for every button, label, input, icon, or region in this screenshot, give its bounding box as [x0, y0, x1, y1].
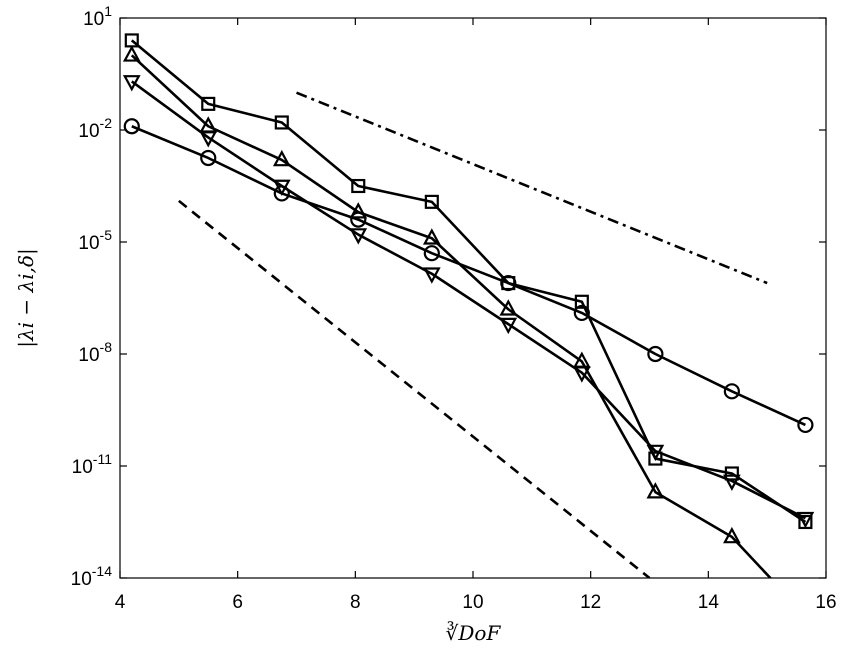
- square-marker: [648, 451, 663, 466]
- x-axis-label: ∛DoF: [446, 621, 502, 645]
- triangle-up-marker: [646, 482, 665, 499]
- axes: 4 6 8 10 12 14 1610110-210-510-810-1110-14∛DoF…: [14, 3, 837, 645]
- triangle-up-marker: [122, 45, 141, 62]
- triangle-up-marker: [272, 149, 291, 167]
- series-line-square: [130, 39, 807, 524]
- triangle-down-marker: [199, 131, 218, 148]
- square-marker: [724, 466, 739, 481]
- square-marker: [201, 96, 216, 111]
- triangle-down-marker: [796, 511, 815, 529]
- triangle-up-marker: [723, 526, 741, 544]
- circle-marker: [647, 345, 664, 363]
- square-marker: [424, 194, 439, 209]
- series-line-circle: [131, 125, 806, 427]
- y-tick-base: 10: [72, 457, 93, 478]
- y-axis-label: |λi − λi,δ|: [14, 248, 39, 348]
- x-tick-label: 14: [698, 592, 720, 613]
- circle-marker: [123, 118, 140, 135]
- triangle-up-marker: [499, 299, 518, 316]
- y-tick-base: 10: [78, 233, 99, 254]
- circle-marker: [723, 383, 740, 400]
- triangle-down-marker: [349, 228, 368, 245]
- x-tick-label: 6: [232, 592, 243, 613]
- triangle-down-marker: [122, 75, 141, 92]
- square-marker: [351, 178, 366, 194]
- series: [122, 33, 815, 578]
- x-tick-label: 12: [580, 592, 601, 613]
- y-tick-exponent: 1: [104, 3, 112, 19]
- series-triangle-up: [122, 45, 773, 578]
- y-tick-base: 10: [78, 345, 99, 366]
- triangle-down-marker: [422, 267, 441, 284]
- series-triangle-down: [122, 75, 815, 529]
- x-tick-label: 16: [815, 592, 836, 613]
- y-tick-label: 10-2: [78, 115, 112, 142]
- circle-marker: [200, 149, 217, 167]
- series-line-triangle-up: [130, 54, 773, 578]
- y-tick-label: 10-8: [78, 339, 112, 366]
- y-tick-label: 101: [83, 3, 112, 30]
- y-tick-exponent: -5: [100, 227, 113, 243]
- series-line-triangle-down: [130, 80, 806, 520]
- y-tick-exponent: -2: [100, 115, 113, 131]
- triangle-up-marker: [422, 228, 441, 245]
- y-tick-label: 10-5: [78, 227, 112, 254]
- circle-marker: [573, 304, 590, 322]
- x-tick-label: 8: [350, 592, 361, 613]
- y-tick-exponent: -14: [92, 563, 112, 579]
- y-tick-label: 10-14: [71, 563, 113, 590]
- reference-lines: [178, 91, 768, 578]
- dashed-reference-line: [178, 199, 651, 578]
- y-tick-exponent: -11: [93, 451, 112, 467]
- x-tick-label: 10: [462, 592, 483, 613]
- triangle-up-marker: [349, 202, 368, 219]
- series-circle: [123, 118, 814, 434]
- triangle-down-marker: [572, 366, 591, 383]
- series-square: [124, 33, 813, 530]
- plot-frame: [119, 17, 827, 579]
- square-marker: [574, 294, 589, 309]
- circle-marker: [797, 416, 814, 434]
- circle-marker: [423, 245, 440, 262]
- triangle-down-marker: [272, 179, 291, 197]
- triangle-down-marker: [723, 474, 741, 491]
- y-tick-base: 10: [83, 9, 104, 30]
- y-tick-base: 10: [71, 569, 92, 590]
- x-tick-label: 4: [115, 592, 126, 613]
- y-tick-label: 10-11: [72, 451, 113, 478]
- triangle-down-marker: [499, 317, 518, 335]
- y-tick-exponent: -8: [100, 339, 113, 355]
- square-marker: [274, 115, 289, 130]
- square-marker: [501, 276, 516, 291]
- y-tick-base: 10: [78, 121, 99, 142]
- triangle-down-marker: [646, 444, 665, 462]
